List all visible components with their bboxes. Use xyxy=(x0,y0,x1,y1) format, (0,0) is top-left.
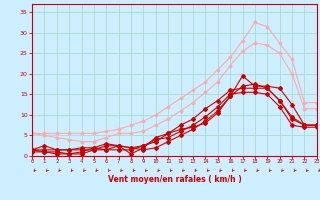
X-axis label: Vent moyen/en rafales ( km/h ): Vent moyen/en rafales ( km/h ) xyxy=(108,175,241,184)
